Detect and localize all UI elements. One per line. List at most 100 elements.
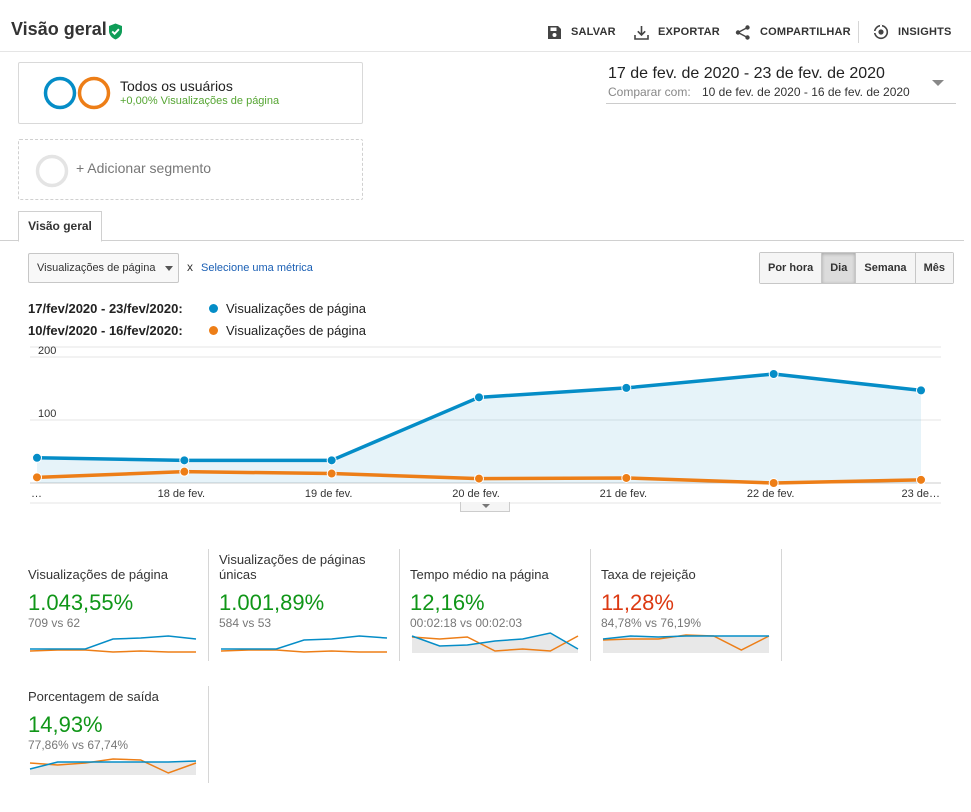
insights-label: INSIGHTS [898, 26, 952, 38]
series-current-point [326, 455, 337, 466]
x-tick-label: … [31, 488, 42, 500]
x-tick-label: 20 de fev. [452, 488, 500, 500]
series-current-point [768, 369, 779, 380]
insights-icon [873, 24, 889, 40]
sparkline-previous [29, 758, 197, 774]
metric-select-value: Visualizações de página [37, 262, 156, 274]
series-previous-point [474, 473, 484, 484]
series-current-point [32, 452, 42, 463]
save-button[interactable]: SALVAR [547, 22, 616, 42]
scorecard[interactable]: Taxa de rejeição 11,28% 84,78% vs 76,19% [601, 551, 791, 663]
series-previous-point [179, 466, 190, 477]
date-compare-value: 10 de fev. de 2020 - 16 de fev. de 2020 [702, 85, 910, 99]
scorecard-title: Taxa de rejeição [601, 567, 696, 582]
x-tick-label: 18 de fev. [158, 488, 206, 500]
share-button[interactable]: COMPARTILHAR [735, 22, 851, 42]
scorecard-sparkline [602, 634, 770, 653]
segment-all-users[interactable]: Todos os usuários +0,00% Visualizações d… [18, 62, 363, 124]
segment-delta: +0,00% Visualizações de página [120, 95, 280, 107]
legend-range-current: 17/fev/2020 - 23/fev/2020: [28, 301, 183, 316]
chart-collapse-handle[interactable] [460, 502, 510, 512]
page-title: Visão geral [11, 19, 107, 39]
metric-separator: x [187, 260, 193, 274]
scorecard-divider [208, 686, 209, 783]
series-previous-point [916, 474, 926, 485]
period-week-button[interactable]: Semana [856, 253, 916, 283]
scorecard-sparkline [29, 635, 197, 653]
scorecard-value: 14,93% [28, 712, 103, 737]
sparkline-current [602, 635, 769, 640]
sparkline-previous [29, 649, 196, 653]
metric-select[interactable]: Visualizações de página [28, 253, 179, 283]
date-range-main: 17 de fev. de 2020 - 23 de fev. de 2020 [608, 65, 885, 82]
chevron-down-icon [932, 80, 944, 86]
scorecard-title: Tempo médio na página [410, 567, 549, 582]
tab-overview[interactable]: Visão geral [18, 211, 102, 242]
y-tick-label: 200 [38, 345, 56, 357]
scorecard-title: Porcentagem de saída [28, 689, 159, 704]
add-segment-button[interactable]: + Adicionar segmento [18, 139, 363, 200]
series-previous-point [326, 468, 337, 479]
series-current-point [474, 392, 484, 403]
series-current-point [621, 382, 632, 393]
scorecard-title: Visualizações de páginas únicas [219, 552, 366, 582]
share-label: COMPARTILHAR [760, 26, 851, 38]
scorecard-divider [208, 549, 209, 661]
period-month-button[interactable]: Mês [915, 253, 953, 283]
date-compare-label: Comparar com: [608, 85, 691, 99]
series-current-point [179, 455, 190, 466]
sparkline-previous [602, 634, 770, 651]
date-range-picker[interactable]: 17 de fev. de 2020 - 23 de fev. de 2020 … [606, 62, 956, 104]
verified-shield-icon [109, 23, 122, 40]
empty-segment-icon [35, 154, 69, 188]
scorecard-compare: 77,86% vs 67,74% [28, 738, 129, 752]
sparkline-previous [411, 635, 579, 652]
scorecard-value: 12,16% [410, 590, 485, 615]
share-icon [735, 24, 750, 40]
insights-button[interactable]: INSIGHTS [873, 22, 952, 42]
x-tick-label: 23 de… [901, 488, 940, 500]
x-tick-label: 21 de fev. [600, 488, 648, 500]
x-tick-label: 19 de fev. [305, 488, 353, 500]
series-previous-point [621, 472, 632, 483]
y-tick-label: 100 [38, 408, 56, 420]
scorecard-compare: 709 vs 62 [28, 616, 81, 630]
series-current-point [916, 385, 926, 396]
segment-circles-icon [43, 76, 111, 110]
scorecard[interactable]: Visualizações de páginas únicas 1.001,89%… [219, 551, 409, 663]
pageviews-line-chart: 100 200 … 18 de fev. 19 de fev. 20 de fev. 21 … [30, 345, 941, 504]
scorecard[interactable]: Tempo médio na página 12,16% 00:02:18 vs 0… [410, 551, 600, 663]
legend-range-previous: 10/fev/2020 - 16/fev/2020: [28, 323, 183, 338]
sparkline-area [412, 633, 578, 653]
select-metric-link[interactable]: Selecione uma métrica [201, 262, 313, 274]
add-segment-label: + Adicionar segmento [76, 160, 212, 176]
scorecard-value: 11,28% [601, 590, 674, 615]
tab-divider [0, 240, 964, 241]
scorecard[interactable]: Visualizações de página 1.043,55% 709 vs 6… [28, 551, 218, 663]
legend-dot-previous [209, 326, 218, 335]
legend-dot-current [209, 304, 218, 313]
sparkline-current [221, 635, 388, 650]
scorecard[interactable]: Porcentagem de saída 14,93% 77,86% vs 67,7… [28, 673, 218, 785]
scorecard-compare: 584 vs 53 [219, 616, 272, 630]
series-previous-point [32, 472, 42, 483]
toolbar-divider [858, 21, 859, 43]
save-label: SALVAR [571, 26, 616, 38]
period-hour-button[interactable]: Por hora [760, 253, 823, 283]
scorecard-value: 1.001,89% [219, 590, 325, 615]
period-day-button[interactable]: Dia [822, 253, 857, 283]
report-header: Visão geral SALVAR EXPORTAR COMPARTILHAR [0, 0, 971, 52]
scorecard-sparkline [411, 632, 579, 653]
sparkline-current [411, 632, 579, 650]
chevron-down-icon [482, 504, 490, 508]
export-button[interactable]: EXPORTAR [634, 22, 720, 42]
series-previous-point [768, 478, 779, 488]
export-label: EXPORTAR [658, 26, 720, 38]
sparkline-area [603, 636, 769, 653]
legend-label-previous: Visualizações de página [226, 323, 366, 338]
period-toggle: Por hora Dia Semana Mês [759, 252, 954, 284]
save-icon [548, 25, 561, 39]
scorecard-divider [590, 549, 591, 661]
scorecard-sparkline [29, 758, 197, 775]
chevron-down-icon [165, 266, 173, 271]
